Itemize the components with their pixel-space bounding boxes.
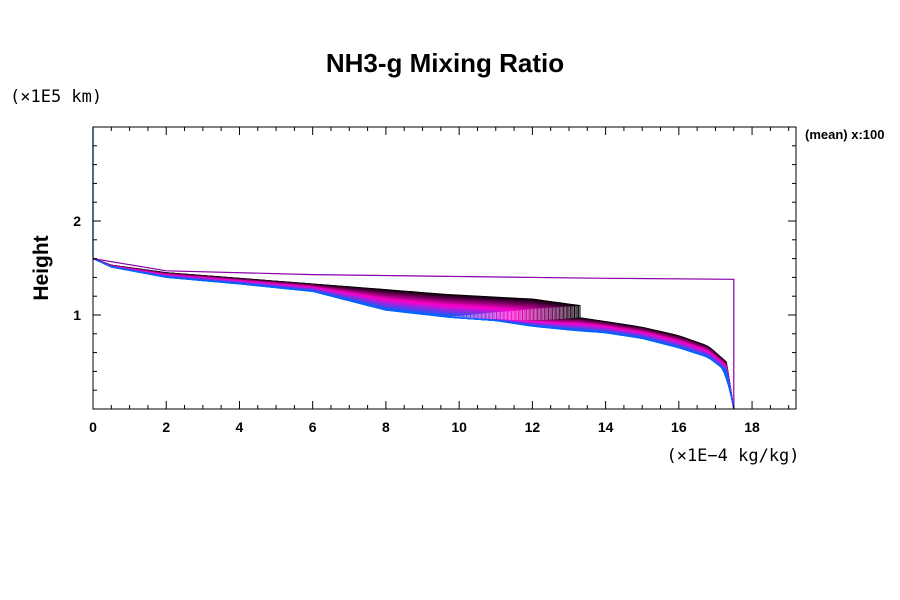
x-unit-label: (×1E−4 kg/kg)	[666, 446, 799, 466]
x-tick-label: 14	[598, 419, 614, 435]
axes-layer	[92, 126, 797, 410]
ensemble-member-line	[92, 258, 735, 410]
x-tick-label: 0	[89, 419, 97, 435]
mean-profile-line	[92, 258, 735, 409]
x-tick-label: 2	[162, 419, 170, 435]
x-tick-label: 8	[382, 419, 390, 435]
y-unit-label: (×1E5 km)	[10, 87, 102, 107]
x-tick-label: 4	[236, 419, 244, 435]
chart-title: NH3-g Mixing Ratio	[326, 48, 564, 78]
x-tick-label: 16	[671, 419, 687, 435]
x-tick-label: 10	[451, 419, 467, 435]
x-tick-label: 18	[744, 419, 760, 435]
mean-annotation: (mean) x:100	[805, 127, 884, 142]
x-tick-label: 12	[525, 419, 541, 435]
plot-frame	[92, 126, 797, 410]
series-layer	[92, 127, 735, 410]
x-tick-label: 6	[309, 419, 317, 435]
y-tick-label: 2	[73, 213, 81, 229]
y-axis-label: Height	[30, 235, 53, 300]
y-tick-label: 1	[73, 307, 81, 323]
ensemble-member-line	[92, 258, 735, 410]
